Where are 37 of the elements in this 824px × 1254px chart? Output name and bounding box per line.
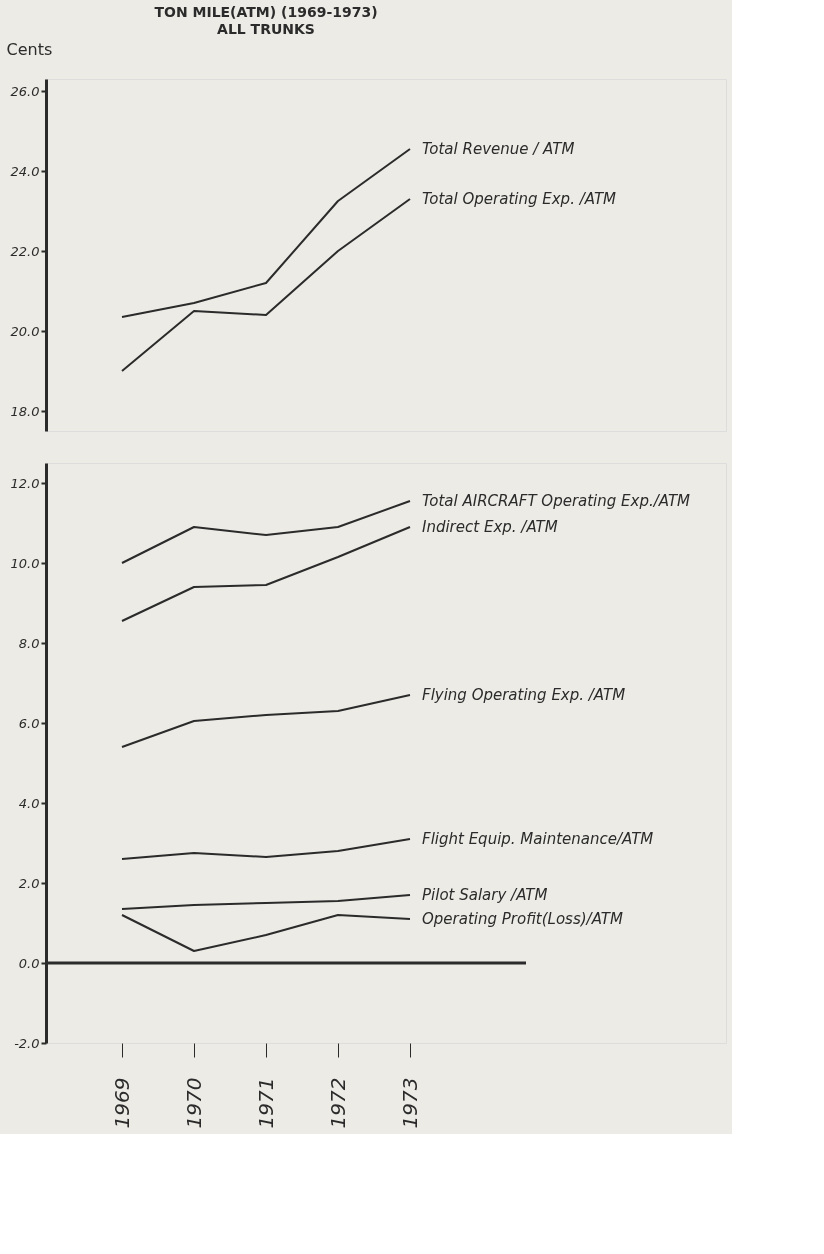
y-tick-label: 12.0 <box>10 475 40 491</box>
y-tick-label: 2.0 <box>18 875 40 891</box>
series-label: Total AIRCRAFT Operating Exp./ATM <box>422 492 691 510</box>
chart-title: TON MILE(ATM) (1969-1973) <box>154 4 378 20</box>
line-series <box>121 198 411 372</box>
y-tick-label: 10.0 <box>10 555 40 571</box>
y-tick-label: 8.0 <box>18 635 40 651</box>
y-tick-label: 22.0 <box>10 243 40 259</box>
y-tick-label: 6.0 <box>18 715 40 731</box>
line-series <box>121 914 411 952</box>
line-series <box>121 500 411 564</box>
series-label: Indirect Exp. /ATM <box>422 518 558 536</box>
x-tick-label: 1970 <box>181 1077 206 1129</box>
x-tick-label: 1969 <box>109 1077 134 1129</box>
y-tick-label: 20.0 <box>10 323 40 339</box>
series-label: Flight Equip. Maintenance/ATM <box>422 830 654 848</box>
line-series <box>121 694 411 748</box>
y-tick-label: 0.0 <box>18 955 40 971</box>
series-label: Total Revenue / ATM <box>422 140 575 158</box>
series-label: Operating Profit(Loss)/ATM <box>422 910 623 928</box>
x-tick-label: 1972 <box>325 1077 350 1129</box>
line-series <box>121 894 411 910</box>
line-series <box>121 526 411 622</box>
series-label: Flying Operating Exp. /ATM <box>422 686 626 704</box>
y-tick-label: 26.0 <box>10 83 40 99</box>
chart-subtitle: ALL TRUNKS <box>217 21 315 37</box>
line-series <box>121 148 411 318</box>
series-label: Pilot Salary /ATM <box>422 886 548 904</box>
y-tick-label: 24.0 <box>10 163 40 179</box>
y-axis-title: Cents <box>6 39 53 59</box>
x-tick-label: 1973 <box>397 1077 422 1129</box>
y-tick-label: -2.0 <box>14 1035 40 1051</box>
y-tick-label: 18.0 <box>10 403 40 419</box>
x-tick-label: 1971 <box>253 1077 278 1129</box>
line-series <box>121 838 411 860</box>
y-tick-label: 4.0 <box>18 795 40 811</box>
series-label: Total Operating Exp. /ATM <box>422 190 617 208</box>
